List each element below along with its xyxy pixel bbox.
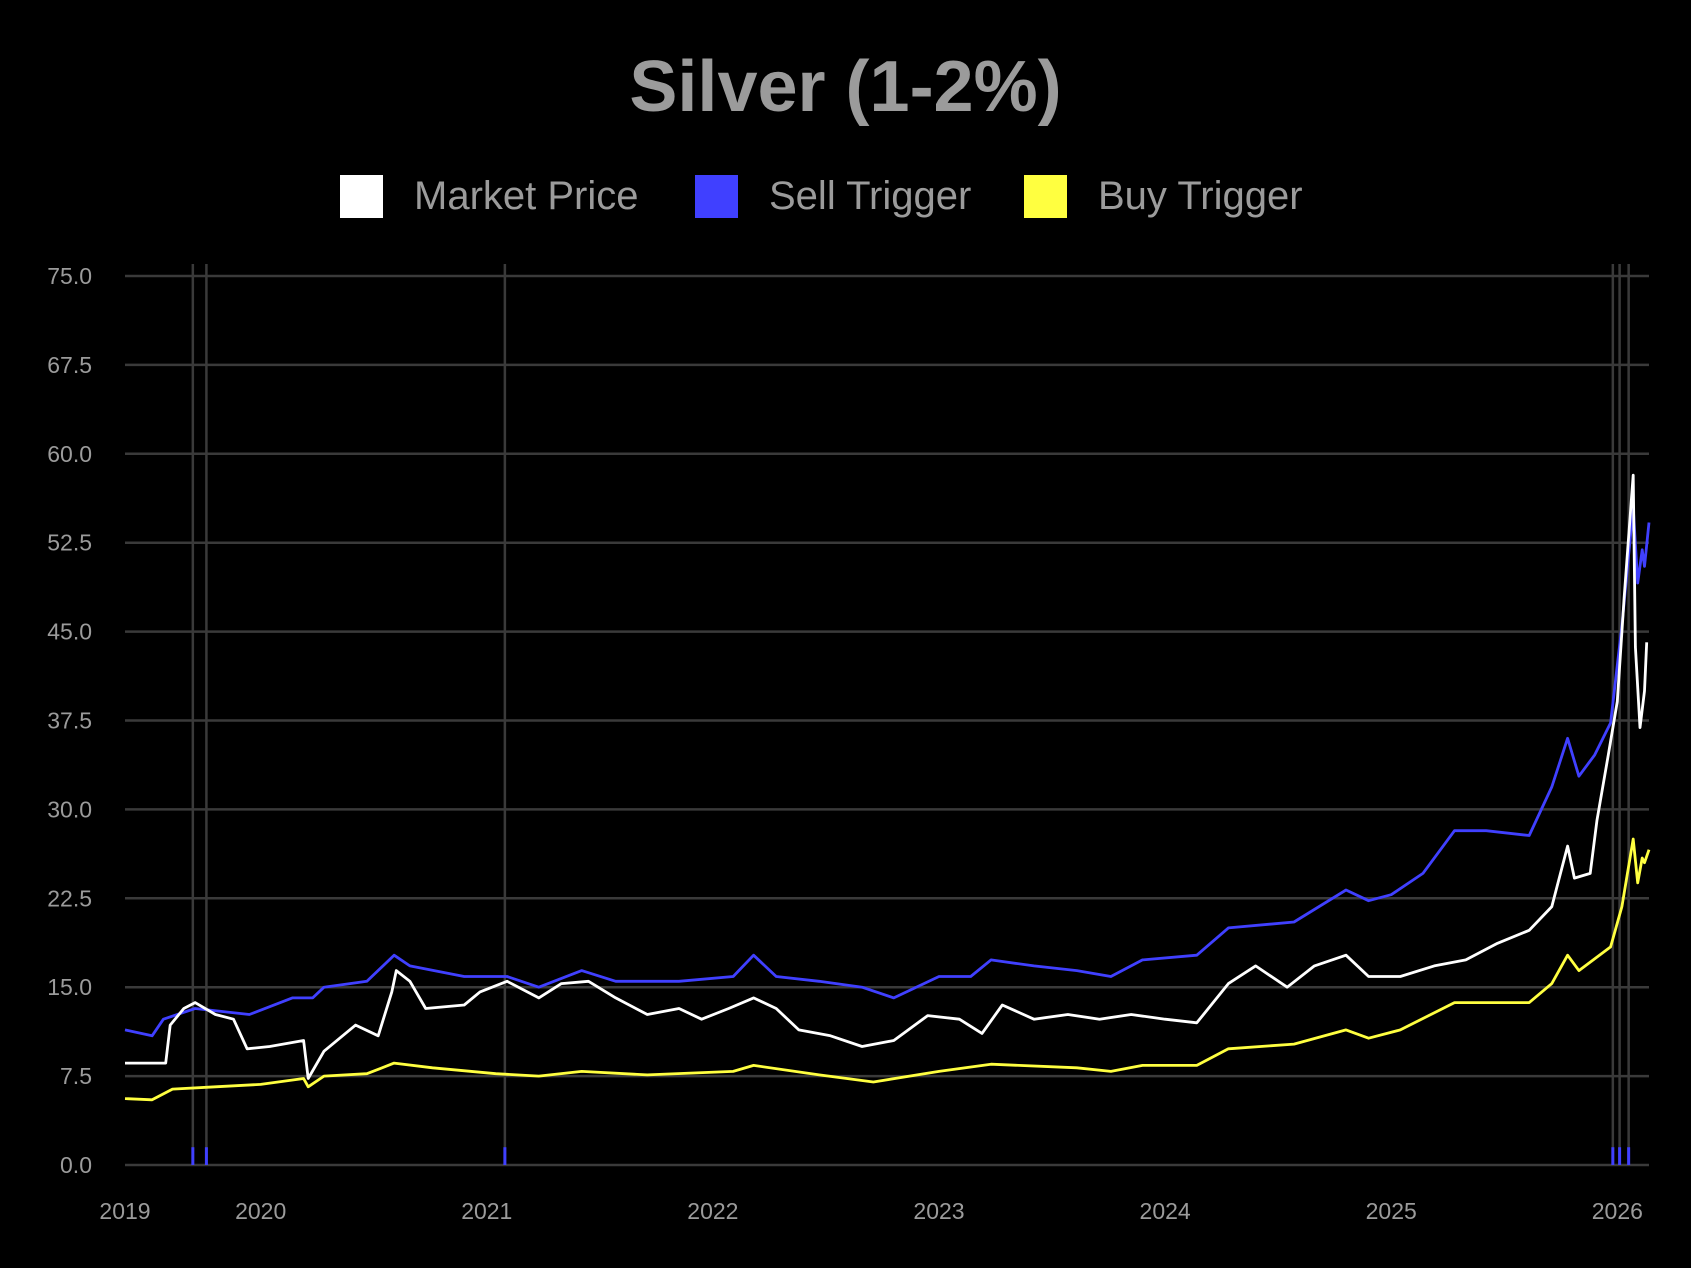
y-tick-label: 67.5 — [47, 352, 92, 378]
y-tick-label: 37.5 — [47, 708, 92, 734]
legend-label: Sell Trigger — [769, 173, 972, 218]
series-line-buy-trigger — [124, 837, 1651, 1102]
y-tick-label: 30.0 — [47, 796, 92, 822]
x-tick-label: 2021 — [461, 1198, 512, 1224]
y-tick-label: 52.5 — [47, 530, 92, 556]
series-line-market-price — [125, 473, 1649, 1080]
y-tick-label: 60.0 — [47, 441, 92, 467]
legend-swatch-sell-trigger — [695, 174, 738, 218]
legend-item-buy-trigger[interactable]: Buy Trigger — [1024, 168, 1303, 224]
x-tick-label: 2022 — [687, 1198, 738, 1224]
x-tick-label: 2023 — [913, 1198, 964, 1224]
legend-label: Market Price — [414, 173, 639, 218]
x-tick-label: 2024 — [1140, 1198, 1191, 1224]
y-tick-label: 45.0 — [47, 619, 92, 645]
x-tick-label: 2025 — [1366, 1198, 1417, 1224]
series-line-sell-trigger — [124, 505, 1651, 1038]
chart-title: Silver (1-2%) — [629, 47, 1062, 127]
legend-item-market-price[interactable]: Market Price — [340, 168, 639, 224]
y-tick-label: 7.5 — [60, 1063, 92, 1089]
x-tick-label: 2020 — [235, 1198, 286, 1224]
y-tick-label: 22.5 — [47, 885, 92, 911]
y-tick-label: 15.0 — [47, 974, 92, 1000]
x-tick-label: 2026 — [1592, 1198, 1643, 1224]
legend-swatch-market-price — [340, 174, 383, 218]
legend-label: Buy Trigger — [1098, 173, 1303, 218]
y-tick-label: 0.0 — [60, 1152, 92, 1178]
legend-swatch-buy-trigger — [1024, 174, 1067, 218]
x-tick-label: 2019 — [99, 1198, 150, 1224]
legend-item-sell-trigger[interactable]: Sell Trigger — [695, 168, 971, 224]
y-tick-label: 75.0 — [47, 263, 92, 289]
legend: Market Price Sell Trigger Buy Trigger — [0, 168, 1691, 224]
